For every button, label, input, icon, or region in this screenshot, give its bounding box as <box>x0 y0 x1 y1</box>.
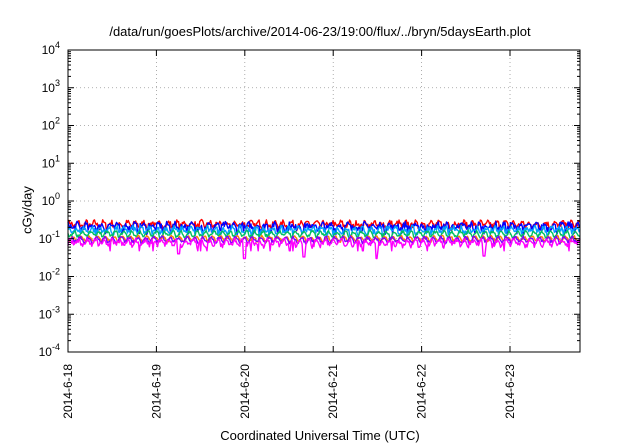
y-tick-label: 100 <box>42 191 60 208</box>
x-tick-label: 2014-6-19 <box>149 364 163 419</box>
tick-layer: 104 103 102 101 100 10-1 10-2 10-3 10-42014-6-18… <box>39 40 580 419</box>
y-tick-label: 103 <box>42 78 60 95</box>
x-tick-label: 2014-6-21 <box>326 364 340 419</box>
grid-layer <box>68 50 580 352</box>
x-tick-label: 2014-6-20 <box>238 364 252 419</box>
y-tick-label: 104 <box>42 40 60 57</box>
chart-title: /data/run/goesPlots/archive/2014-06-23/1… <box>109 24 531 39</box>
x-tick-label: 2014-6-22 <box>415 364 429 419</box>
x-tick-label: 2014-6-18 <box>61 364 75 419</box>
x-tick-label: 2014-6-23 <box>503 364 517 419</box>
series-line-6 <box>67 237 581 260</box>
y-axis-label: cGy/day <box>19 186 35 234</box>
y-tick-label: 10-1 <box>39 229 60 246</box>
x-axis-label: Coordinated Universal Time (UTC) <box>220 428 420 443</box>
y-tick-label: 10-2 <box>39 267 60 284</box>
series-layer <box>67 218 581 260</box>
y-tick-label: 102 <box>42 116 60 133</box>
y-tick-label: 101 <box>42 153 60 170</box>
y-tick-label: 10-4 <box>39 342 60 359</box>
y-tick-label: 10-3 <box>39 304 60 321</box>
series-line-2 <box>67 224 581 238</box>
